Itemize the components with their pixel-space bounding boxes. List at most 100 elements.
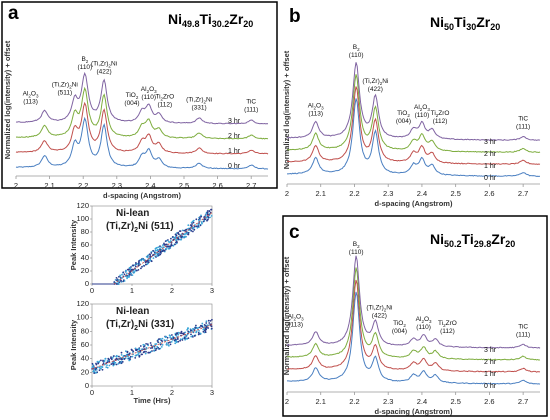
- c-x-tick-label-1: 2.1: [316, 397, 326, 406]
- a-inset-bottom-dot: [112, 364, 115, 367]
- a-inset-top-dot: [196, 226, 199, 229]
- a-inset-bottom-dot: [158, 348, 161, 350]
- a-peak-4-phase-part-0: TiO: [126, 92, 136, 99]
- a-inset-bottom-dot: [142, 346, 145, 348]
- a-inset-bottom-dot: [202, 330, 205, 333]
- a-inset-bottom-dot: [125, 353, 128, 356]
- a-inset-bottom-dot: [111, 356, 114, 359]
- b-peak-2-phase-part-1: 2: [380, 81, 383, 86]
- panel-b-letter: b: [289, 6, 301, 27]
- a-peak-1-phase-part-0: (Ti,Zr): [52, 81, 69, 88]
- a-inset-bottom-dot: [210, 327, 213, 330]
- b-peak-1-phase: B2: [353, 44, 360, 52]
- a-peak-6-phase-part-2: ZrO: [163, 94, 174, 101]
- a-inset-bottom-x-tick-label-3: 3: [210, 388, 214, 397]
- c-peak-4-hkl: (110): [416, 324, 431, 331]
- panel-c-ti-subscript: 29.8: [474, 239, 492, 249]
- a-peak-2-phase-part-0: B: [81, 56, 85, 63]
- a-inset-bottom-dot: [106, 366, 109, 369]
- a-inset-bottom-dot: [121, 358, 123, 361]
- a-inset-bottom-dot: [204, 331, 207, 334]
- a-inset-bottom-y-tick-label-2: 40: [81, 354, 89, 363]
- a-inset-bottom-x-tick-label-0: 0: [90, 388, 94, 397]
- a-inset-bottom-dot: [132, 350, 135, 353]
- a-inset-bottom-x-axis-label: Time (Hrs): [134, 396, 171, 405]
- a-inset-top-dot: [177, 233, 180, 236]
- a-peak-7-hkl: (331): [192, 104, 207, 111]
- a-peak-6-phase: Ti2ZrO: [155, 94, 174, 102]
- a-inset-bottom-dot: [136, 354, 139, 356]
- a-inset-bottom-dot: [195, 331, 198, 334]
- a-inset-bottom-dot: [147, 351, 150, 354]
- panel-c-zr-subscript: 20: [505, 239, 515, 249]
- b-peak-3-phase-part-1: 2: [407, 113, 410, 118]
- c-peak-2-phase-part-0: (Ti,Zr): [366, 305, 383, 312]
- a-inset-bottom-dot: [120, 351, 123, 354]
- a-inset-top-dot: [135, 262, 137, 264]
- b-peak-1-phase-part-1: 2: [357, 47, 360, 52]
- a-inset-top-dot: [187, 224, 190, 227]
- a-inset-top-dot: [154, 247, 157, 250]
- c-peak-2-phase-part-2: Ni: [386, 305, 392, 312]
- a-inset-bottom-dot: [92, 369, 95, 372]
- panel-a: a Ni49.8Ti30.2Zr20 2 2.1 2.2 2.3 2.4 2.5 2.6 2.…: [1, 1, 278, 200]
- a-inset-bottom-dot: [131, 349, 133, 352]
- a-inset-bottom-dot: [101, 368, 104, 371]
- a-inset-bottom-dot: [203, 329, 206, 332]
- a-inset-bottom-dot: [114, 361, 117, 364]
- a-inset-bottom-dot: [100, 359, 102, 362]
- a-inset-bottom-y-tick-label-3: 60: [81, 340, 89, 349]
- a-inset-bottom-dot: [138, 355, 141, 357]
- b-series-3-hr: [286, 62, 541, 141]
- a-inset-bottom-dot: [179, 332, 182, 334]
- b-x-tick-label-5: 2.5: [450, 189, 460, 198]
- a-inset-top-y-tick-label-3: 60: [81, 240, 89, 249]
- a-inset-top-dot: [140, 267, 142, 270]
- a-inset-bottom-dot: [156, 345, 159, 348]
- c-label-1-hr: 1 hr: [484, 371, 497, 378]
- a-x-tick-label-7: 2.7: [246, 181, 256, 190]
- a-peak-4-phase: TiO2: [126, 92, 139, 100]
- a-inset-bottom-dot: [135, 348, 138, 351]
- a-inset-bottom-y-tick-label-5: 100: [76, 313, 89, 322]
- c-peak-6-hkl: (111): [516, 331, 530, 338]
- panel-c-ti: Ti: [462, 231, 474, 247]
- a-inset-top-dot: [124, 270, 127, 273]
- a-peak-2-phase-part-1: 2: [86, 59, 89, 64]
- a-inset-top-dot: [187, 233, 190, 236]
- a-inset-bottom-dot: [152, 345, 155, 347]
- panel-c-letter: c: [289, 222, 300, 243]
- a-inset-bottom-dot: [173, 339, 176, 342]
- a-inset-top-dot: [210, 215, 213, 217]
- a-inset-bottom-dot: [201, 325, 204, 328]
- b-peak-5-phase: Ti2ZrO: [431, 110, 450, 118]
- a-inset-top-dot: [194, 225, 196, 228]
- a-peak-5-phase-part-0: Al: [141, 86, 147, 93]
- a-x-tick-label-6: 2.6: [212, 181, 222, 190]
- c-peak-4-phase: Al2O3: [416, 316, 432, 324]
- a-inset-bottom-dot: [208, 322, 211, 324]
- a-inset-bottom-dot: [197, 333, 200, 336]
- a-series-0-hr: [15, 116, 269, 170]
- a-inset-bottom-dot: [137, 354, 140, 356]
- a-inset-bottom-dot: [95, 362, 97, 365]
- a-inset-top-dot: [209, 216, 211, 219]
- a-inset-bottom-dot: [98, 369, 101, 372]
- a-inset-top-dot: [198, 219, 201, 222]
- c-peak-2-phase: (Ti,Zr)2Ni: [366, 305, 392, 313]
- a-inset-top-dot: [175, 234, 178, 237]
- a-inset-top-dot: [174, 243, 176, 246]
- panel-a-ti-subscript: 30.2: [212, 19, 230, 29]
- a-inset-top-dot: [200, 221, 203, 223]
- a-inset-top-dot: [134, 270, 137, 272]
- a-peak-1-phase: (Ti,Zr)2Ni: [52, 81, 78, 89]
- a-inset-top-dot: [163, 242, 165, 245]
- a-inset-top-dot: [117, 283, 120, 285]
- a-inset-bottom-x-tick-label-2: 2: [170, 388, 174, 397]
- a-inset-bottom-dot: [140, 348, 143, 351]
- a-inset-top-dot: [195, 225, 198, 228]
- a-inset-top-dot: [180, 236, 183, 239]
- a-inset-top-dot: [188, 228, 191, 230]
- a-inset-top-title-part-1: 2: [134, 227, 138, 234]
- a-inset-bottom-dot: [97, 362, 100, 365]
